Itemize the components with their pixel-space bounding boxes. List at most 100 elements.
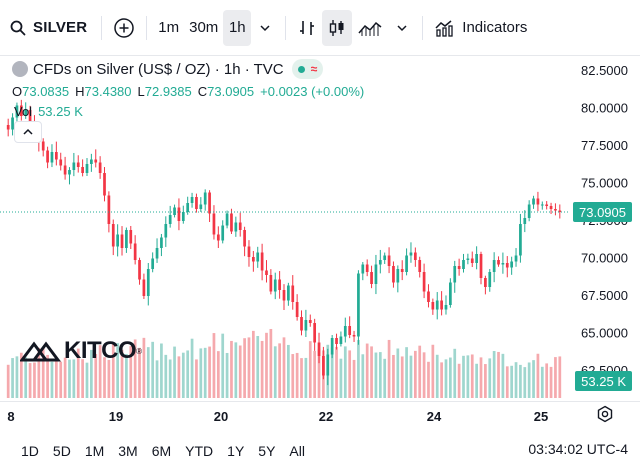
- volume-bar: [527, 362, 531, 398]
- candle-body: [28, 110, 32, 122]
- candle-body: [68, 170, 71, 175]
- candle-body: [549, 206, 553, 209]
- volume-bar: [260, 340, 264, 398]
- kitco-logo-icon: [20, 341, 61, 362]
- candle-body: [173, 207, 176, 215]
- volume-bar: [549, 366, 553, 398]
- candle-body: [343, 326, 347, 337]
- candle-body: [116, 234, 119, 247]
- volume-bar: [374, 352, 378, 398]
- volume-bar: [190, 338, 194, 398]
- volume-bar: [63, 357, 67, 398]
- volume-bar: [532, 360, 535, 398]
- range-all-button[interactable]: All: [289, 443, 305, 459]
- candle-body: [63, 165, 67, 175]
- chart-pane[interactable]: 82.500080.000077.500075.000072.500070.00…: [0, 56, 640, 401]
- candle-body: [440, 300, 443, 310]
- volume-bar: [295, 352, 299, 398]
- time-label: 22: [318, 409, 334, 424]
- candle-body: [400, 269, 404, 272]
- legend-collapse-button[interactable]: [14, 121, 42, 143]
- volume-bar: [85, 362, 89, 398]
- candle-body: [545, 204, 549, 206]
- candle-body: [435, 300, 439, 310]
- change-value: +0.0023 (+0.00%): [260, 83, 365, 99]
- symbol-search[interactable]: SILVER: [10, 8, 95, 48]
- candles-chart-type-button[interactable]: [322, 9, 353, 46]
- candle-body: [475, 254, 478, 263]
- volume-bar: [72, 359, 76, 398]
- kitco-watermark: KITCO ®: [20, 337, 142, 365]
- interval-1m-button[interactable]: 1m: [158, 19, 180, 36]
- candle-body: [160, 237, 163, 248]
- candle-body: [300, 317, 303, 331]
- volume-bar: [304, 357, 308, 398]
- candle-body: [265, 270, 268, 275]
- time-axis[interactable]: 8 19 20 22 24 25: [0, 401, 640, 429]
- range-5d-button[interactable]: 5D: [52, 443, 71, 459]
- toolbar-divider: [146, 15, 148, 40]
- bar-chart-type-button[interactable]: [292, 10, 322, 46]
- range-3m-button[interactable]: 3M: [118, 443, 138, 459]
- kitco-wordmark: KITCO: [64, 337, 137, 364]
- candle-body: [413, 252, 417, 260]
- volume-bar: [107, 359, 111, 398]
- current-price-label: 73.0905: [573, 202, 632, 222]
- volume-bar: [238, 345, 242, 398]
- volume-bar: [558, 356, 562, 398]
- range-1y-button[interactable]: 1Y: [227, 443, 245, 459]
- volume-bar: [273, 346, 277, 398]
- time-label: 24: [426, 409, 442, 424]
- candle-body: [195, 197, 198, 209]
- volume-bar: [479, 357, 483, 398]
- chevron-up-icon: [23, 128, 33, 135]
- volume-bar: [396, 348, 400, 398]
- interval-30m-button[interactable]: 30m: [189, 19, 219, 36]
- candle-body: [168, 215, 172, 224]
- range-ytd-button[interactable]: YTD: [185, 443, 214, 459]
- volume-bar: [116, 343, 119, 398]
- range-6m-button[interactable]: 6M: [151, 443, 172, 459]
- volume-bar: [361, 354, 365, 398]
- price-tick-label: 80.0000: [581, 101, 628, 116]
- area-chart-type-button[interactable]: [352, 10, 388, 46]
- interval-1h-button[interactable]: 1h: [223, 9, 252, 46]
- chart-settings-icon[interactable]: [596, 405, 614, 423]
- volume-bar: [453, 348, 457, 398]
- area-chart-icon: [358, 21, 382, 36]
- volume-bar: [41, 347, 45, 398]
- candle-body: [94, 159, 98, 163]
- range-5y-button[interactable]: 5Y: [258, 443, 276, 459]
- chart-type-dropdown-button[interactable]: [388, 10, 416, 46]
- compare-button[interactable]: [108, 10, 140, 46]
- market-status-badge[interactable]: ≈: [291, 59, 324, 79]
- candle-body: [120, 234, 124, 248]
- volume-bar: [457, 363, 461, 398]
- candle-body: [335, 338, 338, 344]
- volume-bar: [221, 333, 225, 398]
- top-toolbar: SILVER 1m 30m 1h Indicators: [0, 0, 640, 56]
- candle-body: [497, 260, 500, 265]
- price-tick-label: 65.0000: [581, 326, 628, 341]
- volume-bar: [278, 343, 281, 398]
- price-chart[interactable]: 82.500080.000077.500075.000072.500070.00…: [0, 56, 640, 401]
- indicators-button[interactable]: Indicators: [429, 10, 532, 46]
- open-value: 73.0835: [22, 83, 70, 99]
- indicators-icon: [435, 19, 453, 37]
- volume-bar: [514, 362, 518, 398]
- candle-body: [103, 173, 106, 196]
- candle-body: [247, 246, 251, 257]
- volume-bar: [505, 366, 509, 398]
- session-clock[interactable]: 03:34:02 UTC-4: [528, 441, 628, 457]
- volume-bar: [90, 349, 93, 398]
- volume-bar: [173, 346, 176, 398]
- volume-bar: [208, 346, 211, 398]
- range-1m-button[interactable]: 1M: [84, 443, 105, 459]
- volume-bar: [11, 358, 14, 398]
- volume-bar: [418, 345, 422, 398]
- range-1d-button[interactable]: 1D: [21, 443, 39, 459]
- interval-dropdown-button[interactable]: [251, 10, 279, 46]
- candle-body: [212, 213, 216, 235]
- volume-bar: [195, 359, 198, 398]
- candle-body: [125, 230, 128, 248]
